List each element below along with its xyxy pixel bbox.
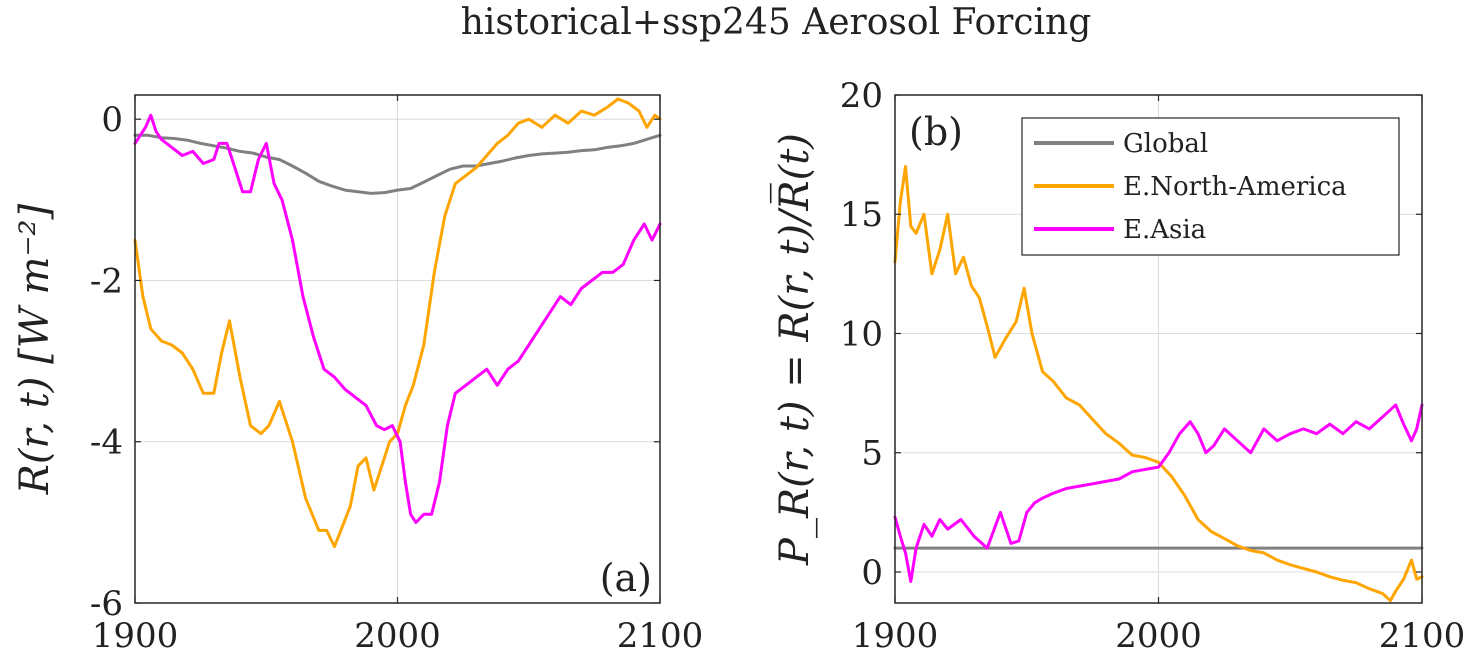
panel-b-xtick-label: 2100 — [1379, 616, 1466, 656]
panel-a-series — [133, 97, 662, 549]
panel-b-ylabel: P_R(r, t) = R(r, t)/R̅(t) — [771, 133, 818, 566]
panel-a-xtick-label: 1900 — [92, 616, 179, 656]
legend-label-e-north-america: E.North-America — [1123, 172, 1347, 202]
panel-a-ytick-label: -2 — [90, 261, 123, 301]
legend-label-e-asia: E.Asia — [1123, 215, 1206, 245]
panel-a-series-global — [133, 133, 662, 195]
panel-b-ytick-label: 0 — [861, 553, 883, 593]
panel-a-ylabel: R(r, t) [W m⁻²] — [12, 203, 58, 495]
panel-b-ytick-label: 20 — [840, 76, 883, 116]
panel-a-ticks: 1900 2000 2100 0 -2 -4 -6 — [90, 95, 703, 656]
figure-title: historical+ssp245 Aerosol Forcing — [461, 2, 1092, 43]
panel-b-xtick-label: 1900 — [852, 616, 939, 656]
panel-b-ytick-label: 5 — [861, 434, 883, 474]
panel-b-ytick-label: 10 — [840, 314, 883, 354]
legend: Global E.North-America E.Asia — [1021, 117, 1400, 256]
panel-b: 1900 2000 2100 0 5 10 15 20 (b) P_R(r, t) = R(r… — [771, 76, 1466, 656]
panel-a-ytick-label: -6 — [90, 584, 123, 624]
panel-b-label: (b) — [909, 110, 963, 154]
panel-a-grid — [135, 95, 660, 603]
legend-label-global: Global — [1123, 129, 1208, 159]
panel-b-xtick-label: 2000 — [1115, 616, 1202, 656]
panel-a-ytick-label: 0 — [101, 100, 123, 140]
panel-a: 1900 2000 2100 0 -2 -4 -6 (a) R(r, t) [W m⁻²] — [12, 94, 703, 656]
panel-a-label: (a) — [600, 556, 652, 600]
panel-b-series-e-north-america — [893, 165, 1424, 603]
panel-b-ticks: 1900 2000 2100 0 5 10 15 20 — [840, 76, 1466, 656]
panel-b-series — [893, 165, 1424, 603]
panel-a-xtick-label: 2100 — [617, 616, 704, 656]
panel-b-ytick-label: 15 — [840, 195, 883, 235]
panel-a-ytick-label: -4 — [90, 423, 123, 463]
panel-a-series-e-asia — [133, 113, 662, 524]
panel-b-series-e-asia — [893, 403, 1424, 583]
panel-a-series-e-north-america — [133, 97, 662, 549]
panel-a-xtick-label: 2000 — [354, 616, 441, 656]
